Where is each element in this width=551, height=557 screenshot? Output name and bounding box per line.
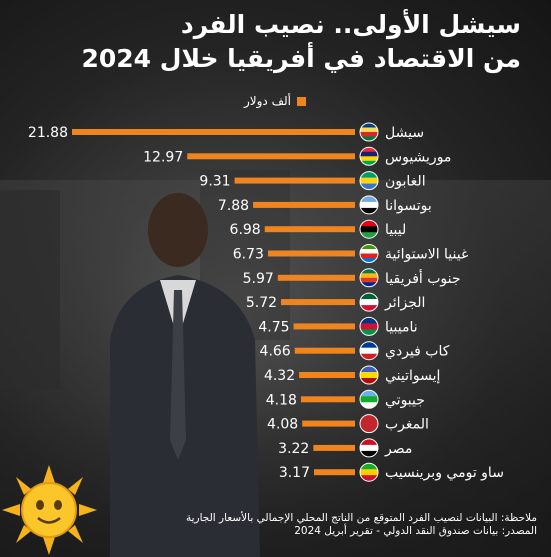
value-label: 6.73 (233, 247, 264, 263)
category-label: سيشل (385, 125, 424, 141)
category-label: بوتسوانا (385, 198, 432, 214)
category-label: كاب فيردي (385, 344, 450, 360)
value-label: 5.97 (243, 271, 274, 287)
category-label: موريشيوس (385, 149, 451, 165)
businessman-photo (110, 193, 260, 557)
legend: ألف دولار (244, 94, 306, 108)
value-label: 3.22 (278, 441, 309, 457)
building-left (0, 190, 60, 390)
bar (313, 469, 355, 476)
category-label: ساو تومي وبرينسيب (385, 465, 504, 481)
mauritius-flag-icon (359, 146, 379, 166)
bar (234, 177, 355, 184)
legend-label: ألف دولار (243, 94, 291, 108)
cape-verde-flag-icon (359, 341, 379, 361)
value-label: 4.32 (264, 368, 295, 384)
bar (299, 372, 355, 378)
title-line-2: من الاقتصاد في أفريقيا خلال 2024 (81, 44, 521, 73)
category-label: ليبيا (385, 222, 406, 238)
value-label: 9.31 (199, 174, 230, 190)
value-label: 3.17 (279, 465, 310, 481)
algeria-flag-icon (359, 292, 379, 312)
legend-swatch (297, 96, 306, 106)
sun-logo (2, 465, 97, 555)
equatorial-guinea-flag-icon (359, 244, 379, 263)
bar (294, 347, 355, 354)
category-label: الغابون (385, 174, 426, 190)
category-label: المغرب (385, 417, 429, 433)
category-label: جيبوتي (385, 392, 425, 408)
botswana-flag-icon (359, 195, 379, 215)
eswatini-flag-icon (359, 365, 379, 385)
title-line-1: سيشل الأولى.. نصيب الفرد (180, 10, 521, 39)
bar (293, 323, 355, 330)
bar (264, 226, 355, 233)
value-label: 21.88 (28, 125, 68, 141)
south-africa-flag-icon (359, 268, 379, 288)
value-label: 4.18 (266, 392, 297, 408)
category-label: إيسواتيني (385, 368, 441, 384)
bar (253, 201, 355, 208)
value-label: 12.97 (143, 149, 183, 165)
gabon-flag-icon (359, 171, 379, 191)
bar (277, 274, 355, 281)
morocco-flag-icon (359, 414, 379, 434)
bar (313, 444, 355, 451)
bar (72, 129, 355, 135)
footer-notes: ملاحظة: البيانات لنصيب الفرد المتوقع من … (37, 512, 537, 538)
category-label: جنوب أفريقيا (385, 269, 461, 287)
category-label: ناميبيا (385, 319, 418, 335)
value-label: 4.66 (260, 344, 291, 360)
value-label: 7.88 (218, 198, 249, 214)
sao-tome-flag-icon (359, 462, 379, 482)
bar (302, 420, 355, 427)
category-label: غينيا الاستوائية (385, 247, 468, 263)
seychelles-flag-icon (359, 122, 379, 142)
category-label: مصر (384, 441, 412, 457)
namibia-flag-icon (359, 316, 379, 336)
bar (281, 299, 355, 306)
footer-note: ملاحظة: البيانات لنصيب الفرد المتوقع من … (185, 512, 537, 524)
street-backdrop (0, 180, 551, 557)
value-label: 4.75 (258, 319, 289, 335)
footer-source: المصدر: بيانات صندوق النقد الدولي - تقري… (294, 525, 537, 537)
bar (300, 396, 355, 403)
category-label: الجزائر (384, 295, 425, 311)
value-label: 4.08 (267, 417, 298, 433)
value-label: 6.98 (230, 222, 261, 238)
egypt-flag-icon (359, 438, 379, 458)
chart-title: سيشل الأولى.. نصيب الفرد من الاقتصاد في … (21, 8, 521, 76)
djibouti-flag-icon (359, 389, 379, 409)
value-label: 5.72 (246, 295, 277, 311)
bar (187, 153, 355, 160)
libya-flag-icon (359, 219, 379, 239)
bar (267, 250, 355, 257)
